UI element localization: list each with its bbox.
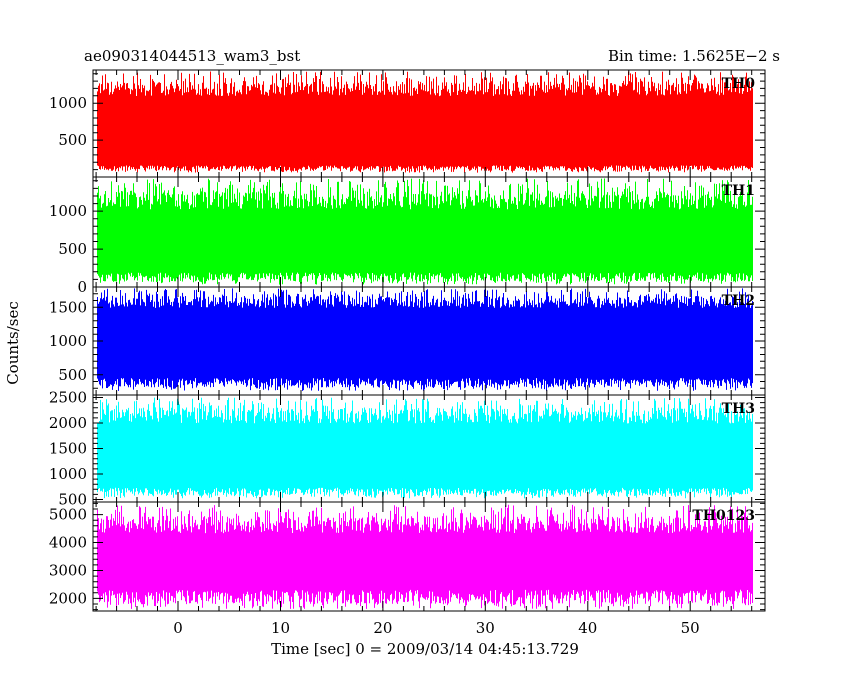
y-tick-label: 1500	[49, 298, 87, 316]
panel-ticks	[93, 395, 765, 502]
panel-label-th2: TH2	[722, 293, 755, 309]
y-tick-label: 500	[58, 240, 87, 258]
y-tick-label: 2000	[49, 589, 87, 607]
panel-th3: 500 1000 1500 2000 2500 TH3	[49, 389, 766, 509]
y-tick-label: 1000	[49, 332, 87, 350]
y-tick-label: 1000	[49, 465, 87, 483]
x-tick-label: 0	[173, 619, 183, 637]
series-line-th0123	[97, 504, 753, 609]
x-tick-labels: 0 10 20 30 40 50	[173, 619, 700, 637]
x-tick-label: 10	[271, 619, 290, 637]
y-tick-label: 500	[58, 366, 87, 384]
panel-th2: 500 1000 1500 TH2	[49, 286, 766, 396]
series-line-th1	[97, 178, 753, 285]
panel-th1: 0 500 1000 TH1	[49, 176, 766, 296]
panel-ticks	[93, 502, 765, 611]
y-tick-label: 0	[77, 278, 87, 296]
x-tick-label: 50	[681, 619, 700, 637]
x-axis-title: Time [sec] 0 = 2009/03/14 04:45:13.729	[271, 640, 579, 658]
panel-label-th1: TH1	[722, 183, 755, 199]
y-tick-label: 5000	[49, 506, 87, 524]
x-tick-label: 30	[476, 619, 495, 637]
panel-label-th0123: TH0123	[692, 508, 755, 524]
panel-th0: 500 1000 TH0	[49, 69, 766, 178]
panels-group: 500 1000 TH0 0 500 1000 TH1 500 1000 1500 TH2 500 10…	[49, 69, 766, 612]
panel-label-th0: TH0	[722, 76, 756, 92]
y-tick-label: 500	[58, 491, 87, 509]
panel-frame	[92, 501, 766, 612]
y-tick-label: 3000	[49, 562, 87, 580]
series-line-th2	[97, 288, 753, 391]
y-axis-title: Counts/sec	[4, 301, 22, 385]
panel-label-th3: TH3	[722, 401, 755, 417]
y-tick-label: 2500	[49, 389, 87, 407]
series-line-th0	[97, 71, 753, 173]
y-tick-label: 4000	[49, 534, 87, 552]
y-tick-label: 500	[58, 131, 87, 149]
chart-title-right: Bin time: 1.5625E−2 s	[608, 47, 780, 65]
series-line-th3	[97, 397, 753, 499]
x-tick-label: 40	[578, 619, 597, 637]
y-tick-label: 2000	[49, 414, 87, 432]
y-tick-label: 1500	[49, 440, 87, 458]
panel-th0123: 2000 3000 4000 5000 TH0123	[49, 501, 766, 612]
chart-title-left: ae090314044513_wam3_bst	[84, 47, 300, 65]
y-tick-label: 1000	[49, 94, 87, 112]
x-tick-label: 20	[373, 619, 392, 637]
y-tick-label: 1000	[49, 202, 87, 220]
